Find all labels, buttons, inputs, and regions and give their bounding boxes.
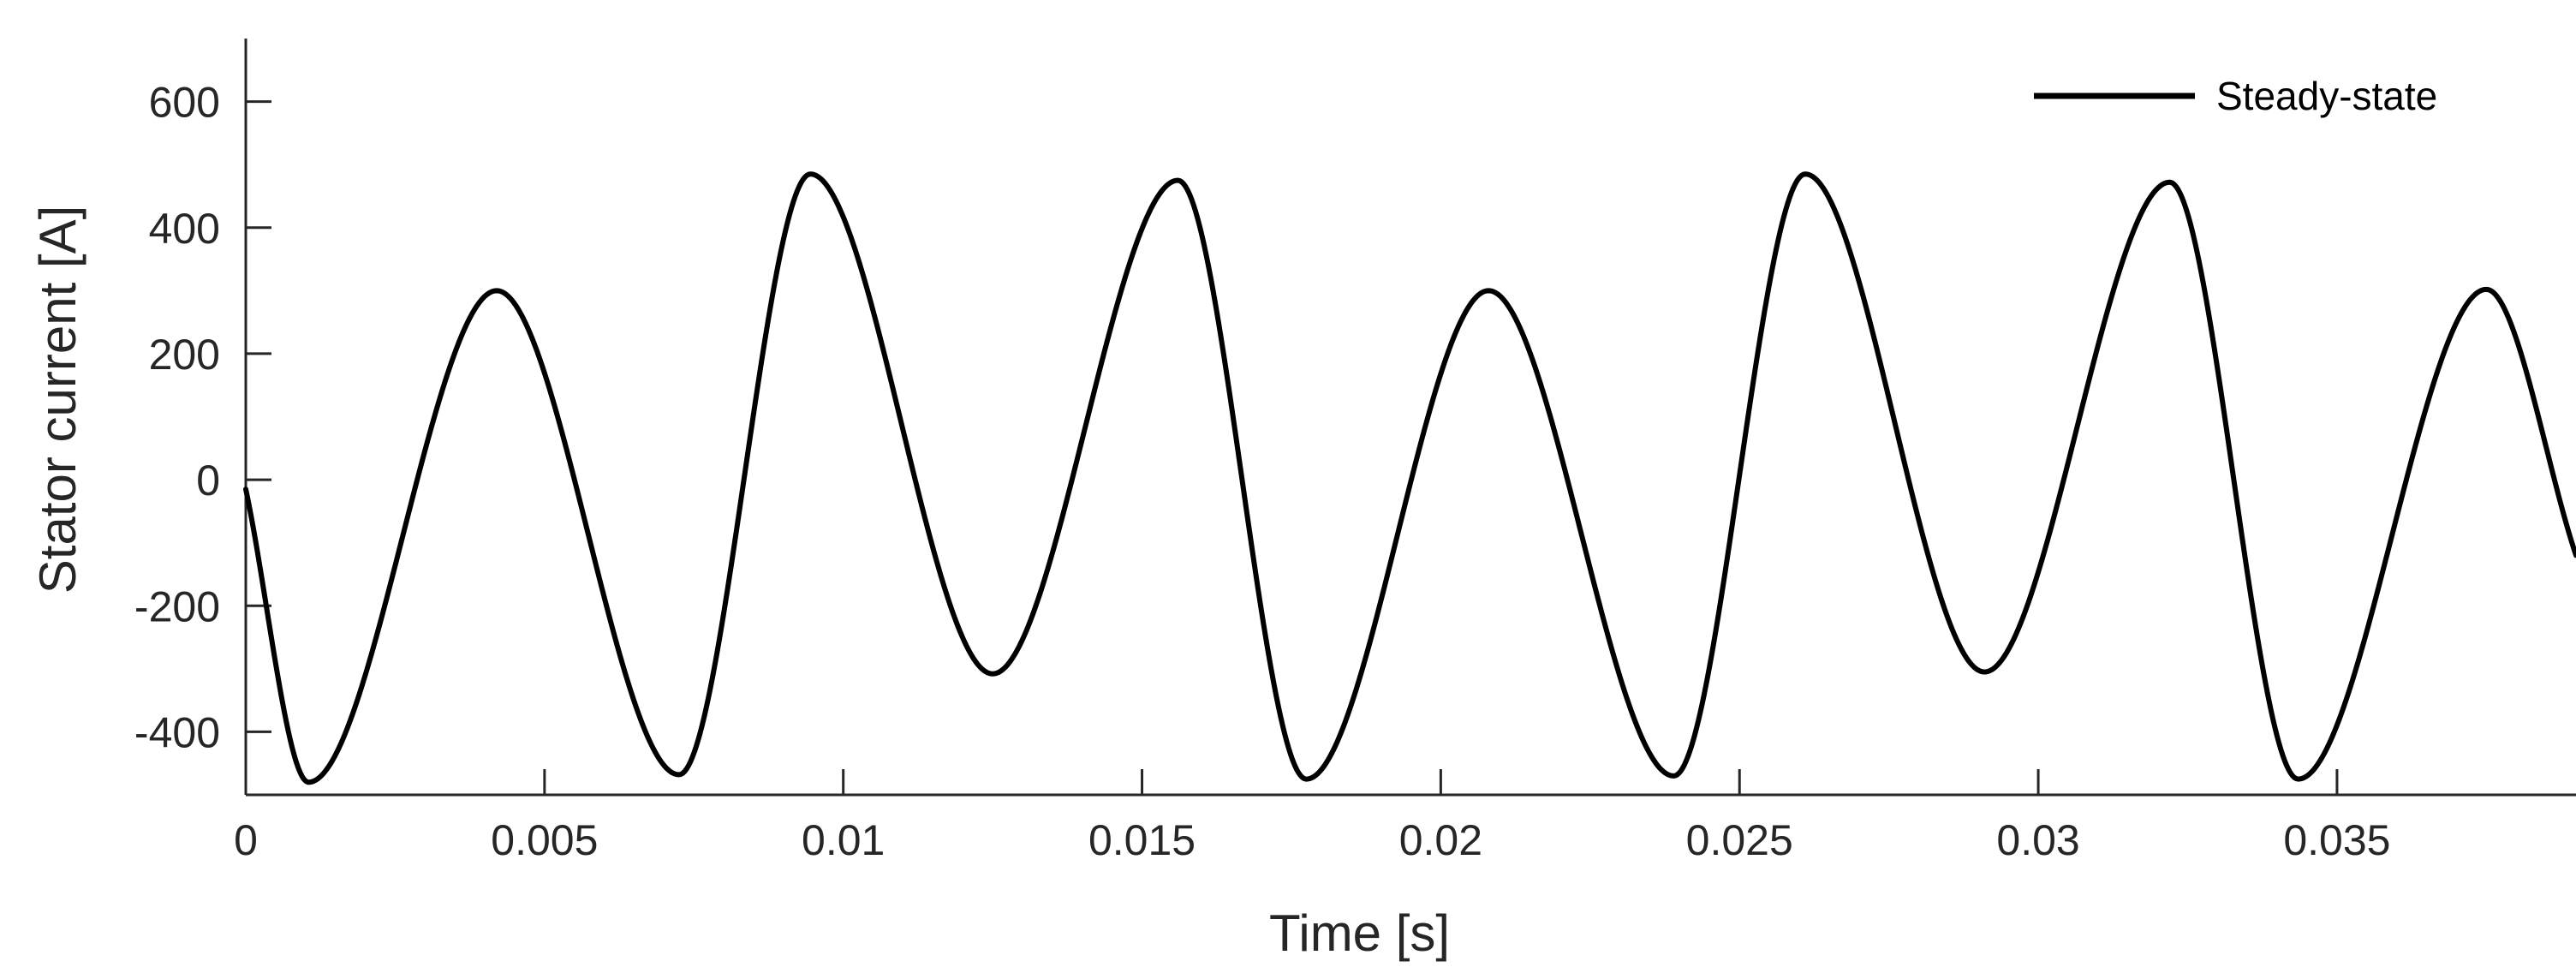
y-ticks: -400 -200 0 200 400 600 bbox=[134, 79, 271, 756]
x-tick-label: 0.03 bbox=[1996, 816, 2079, 864]
legend-label-steady-state: Steady-state bbox=[2216, 74, 2437, 118]
y-tick-label: -400 bbox=[134, 708, 220, 756]
series-layer bbox=[243, 171, 2576, 785]
y-tick-label: 200 bbox=[149, 331, 220, 379]
x-tick-label: 0.015 bbox=[1088, 816, 1196, 864]
y-axis-title: Stator current [A] bbox=[29, 206, 86, 594]
x-tick-label: 0.01 bbox=[802, 816, 885, 864]
x-ticks: 0 0.005 0.01 0.015 0.02 0.025 0.03 0.035 bbox=[234, 769, 2390, 864]
y-tick-label: 0 bbox=[196, 457, 220, 504]
y-tick-label: 400 bbox=[149, 205, 220, 253]
series-line-steady-state bbox=[243, 171, 2576, 785]
x-axis-title: Time [s] bbox=[1269, 904, 1450, 962]
legend: Steady-state bbox=[2034, 74, 2437, 118]
axes bbox=[244, 39, 2576, 797]
x-tick-label: 0.025 bbox=[1686, 816, 1793, 864]
x-tick-label: 0.035 bbox=[2283, 816, 2390, 864]
x-tick-label: 0.02 bbox=[1399, 816, 1482, 864]
x-tick-label: 0 bbox=[234, 816, 258, 864]
y-tick-label: 600 bbox=[149, 79, 220, 127]
x-tick-label: 0.005 bbox=[491, 816, 598, 864]
y-tick-label: -200 bbox=[134, 582, 220, 630]
